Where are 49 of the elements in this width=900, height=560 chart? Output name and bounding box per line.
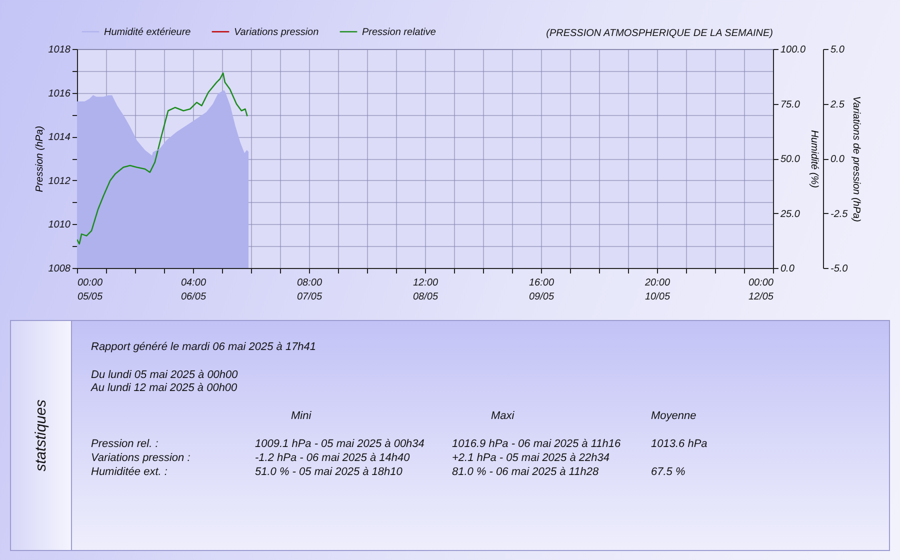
y3-axis-title: Variations de pression (hPa): [850, 96, 862, 222]
chart-title: (PRESSION ATMOSPHERIQUE DE LA SEMAINE): [546, 28, 773, 39]
y2-axis-title: Humidité (%): [808, 130, 820, 188]
y2-tick-label: 25.0: [780, 208, 800, 220]
y-tick-label: 1010: [48, 220, 71, 231]
text: Humiditée ext. :: [91, 466, 168, 478]
text: Mini: [291, 410, 312, 422]
x-tick-label: 04:00 06/05: [180, 278, 206, 302]
y3-tick-label: -5.0: [830, 264, 848, 274]
y2-tick-label: 100.0: [780, 44, 806, 56]
text: +2.1 hPa - 05 mai 2025 à 22h34: [452, 452, 610, 464]
legend-label: Variations pression: [234, 26, 320, 38]
text: 1016.9 hPa - 06 mai 2025 à 11h16: [452, 438, 621, 450]
y2-tick-label: 50.0: [780, 154, 800, 165]
text: Moyenne: [651, 410, 696, 422]
y2-tick-label: 0.0: [780, 264, 795, 274]
text: -1.2 hPa - 06 mai 2025 à 14h40: [255, 452, 410, 464]
y-tick-label: 1012: [48, 176, 71, 187]
text: 81.0 % - 06 mai 2025 à 11h28: [452, 466, 599, 478]
x-tick-label: 00:00 05/05: [78, 278, 103, 302]
x-tick-label: 20:00 10/05: [644, 278, 670, 302]
text: 67.5 %: [651, 466, 686, 478]
x-tick-label: 08:00 07/05: [296, 278, 322, 302]
text: 51.0 % - 05 mai 2025 à 18h10: [255, 466, 402, 478]
text: Variations pression :: [91, 452, 190, 464]
text: Maxi: [491, 410, 514, 422]
y2-tick-label: 75.0: [780, 99, 800, 110]
x-tick-label: 12:00 08/05: [412, 278, 438, 302]
y3-tick-label: 5.0: [830, 44, 845, 56]
y3-tick-label: 2.5: [830, 99, 845, 110]
text: Du lundi 05 mai 2025 à 00h00: [91, 369, 238, 381]
y-tick-label: 1016: [48, 88, 71, 100]
y-axis-title: Pression (hPa): [34, 126, 46, 192]
x-tick-label: 16:00 09/05: [528, 278, 554, 302]
y-tick-label: 1008: [48, 264, 71, 274]
text: statstiques: [32, 398, 50, 474]
x-tick-label: 00:00 12/05: [748, 278, 774, 302]
text: Pression rel. :: [91, 438, 158, 450]
text: 1009.1 hPa - 05 mai 2025 à 00h34: [255, 438, 424, 450]
y-tick-label: 1018: [48, 44, 71, 56]
legend-label: Pression relative: [362, 26, 436, 38]
line-series: [77, 72, 248, 245]
text: Rapport généré le mardi 06 mai 2025 à 17h41: [91, 341, 316, 353]
y3-tick-label: 0.0: [830, 154, 845, 165]
text: Au lundi 12 mai 2025 à 00h00: [91, 382, 238, 394]
text: 1013.6 hPa: [651, 438, 708, 450]
legend-label: Humidité extérieure: [104, 26, 192, 38]
y-tick-label: 1014: [48, 132, 71, 144]
y3-tick-label: -2.5: [830, 208, 848, 220]
